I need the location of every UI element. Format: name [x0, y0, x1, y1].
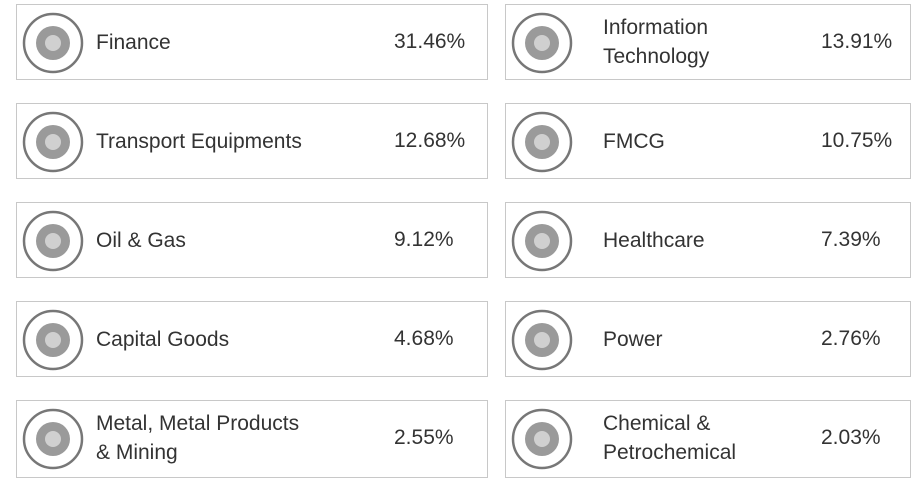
sector-card: Finance 31.46%	[16, 4, 488, 80]
sector-name-line: Power	[603, 327, 663, 351]
sector-card: Information Technology 13.91%	[505, 4, 911, 80]
icon-glyph	[45, 35, 61, 51]
sector-icon	[511, 12, 573, 74]
icon-glyph	[45, 134, 61, 150]
sector-icon	[22, 210, 84, 272]
sector-weight: 31.46%	[394, 30, 466, 53]
sector-icon	[22, 111, 84, 173]
sector-name: Oil & Gas	[96, 203, 186, 277]
sector-name-line: Healthcare	[603, 228, 705, 252]
sector-name-line: Technology	[603, 45, 710, 68]
sector-name-line: Finance	[96, 30, 171, 54]
sector-weight: 12.68%	[394, 129, 466, 152]
sector-name-line: Capital Goods	[96, 327, 230, 351]
sector-icon	[22, 309, 84, 371]
sector-name-line: Petrochemical	[603, 441, 737, 464]
sector-weight: 2.03%	[821, 426, 881, 449]
sector-name-line: Chemical &	[603, 412, 711, 435]
sector-name-line: Oil & Gas	[96, 228, 186, 252]
sector-name: Healthcare	[603, 203, 705, 277]
sector-card: Metal, Metal Products & Mining 2.55%	[16, 400, 488, 478]
sector-weight: 2.76%	[821, 327, 881, 350]
sector-name: Transport Equipments	[96, 104, 302, 178]
sector-card: Healthcare 7.39%	[505, 202, 911, 278]
icon-glyph	[45, 431, 61, 447]
sector-icon	[511, 309, 573, 371]
sector-name: FMCG	[603, 104, 665, 178]
sector-weight: 9.12%	[394, 228, 454, 251]
sector-name: Chemical & Petrochemical	[603, 401, 736, 475]
sector-name: Finance	[96, 5, 171, 79]
sector-card: Chemical & Petrochemical 2.03%	[505, 400, 911, 478]
sector-card: Transport Equipments 12.68%	[16, 103, 488, 179]
sector-weight: 4.68%	[394, 327, 454, 350]
sector-icon	[511, 111, 573, 173]
sector-name-line: Metal, Metal Products	[96, 412, 300, 435]
icon-glyph	[45, 332, 61, 348]
sector-card: Power 2.76%	[505, 301, 911, 377]
sector-weight: 10.75%	[821, 129, 893, 152]
sector-card: FMCG 10.75%	[505, 103, 911, 179]
sector-card: Capital Goods 4.68%	[16, 301, 488, 377]
sector-icon	[22, 12, 84, 74]
icon-glyph	[534, 233, 550, 249]
icon-glyph	[534, 35, 550, 51]
sector-weight: 7.39%	[821, 228, 881, 251]
sector-name-line: Transport Equipments	[96, 129, 302, 153]
sector-icon	[22, 408, 84, 470]
sector-name-line: Information	[603, 16, 709, 39]
icon-glyph	[534, 134, 550, 150]
sector-card: Oil & Gas 9.12%	[16, 202, 488, 278]
sector-icon	[511, 210, 573, 272]
icon-glyph	[534, 431, 550, 447]
sector-weight: 13.91%	[821, 30, 893, 53]
sector-weight: 2.55%	[394, 426, 454, 449]
sector-name-line: & Mining	[96, 441, 178, 464]
sector-icon	[511, 408, 573, 470]
sector-name-line: FMCG	[603, 129, 665, 153]
icon-glyph	[45, 233, 61, 249]
sector-name: Power	[603, 302, 663, 376]
sector-name: Capital Goods	[96, 302, 229, 376]
icon-glyph	[534, 332, 550, 348]
sector-name: Information Technology	[603, 5, 709, 79]
sector-name: Metal, Metal Products & Mining	[96, 401, 299, 475]
